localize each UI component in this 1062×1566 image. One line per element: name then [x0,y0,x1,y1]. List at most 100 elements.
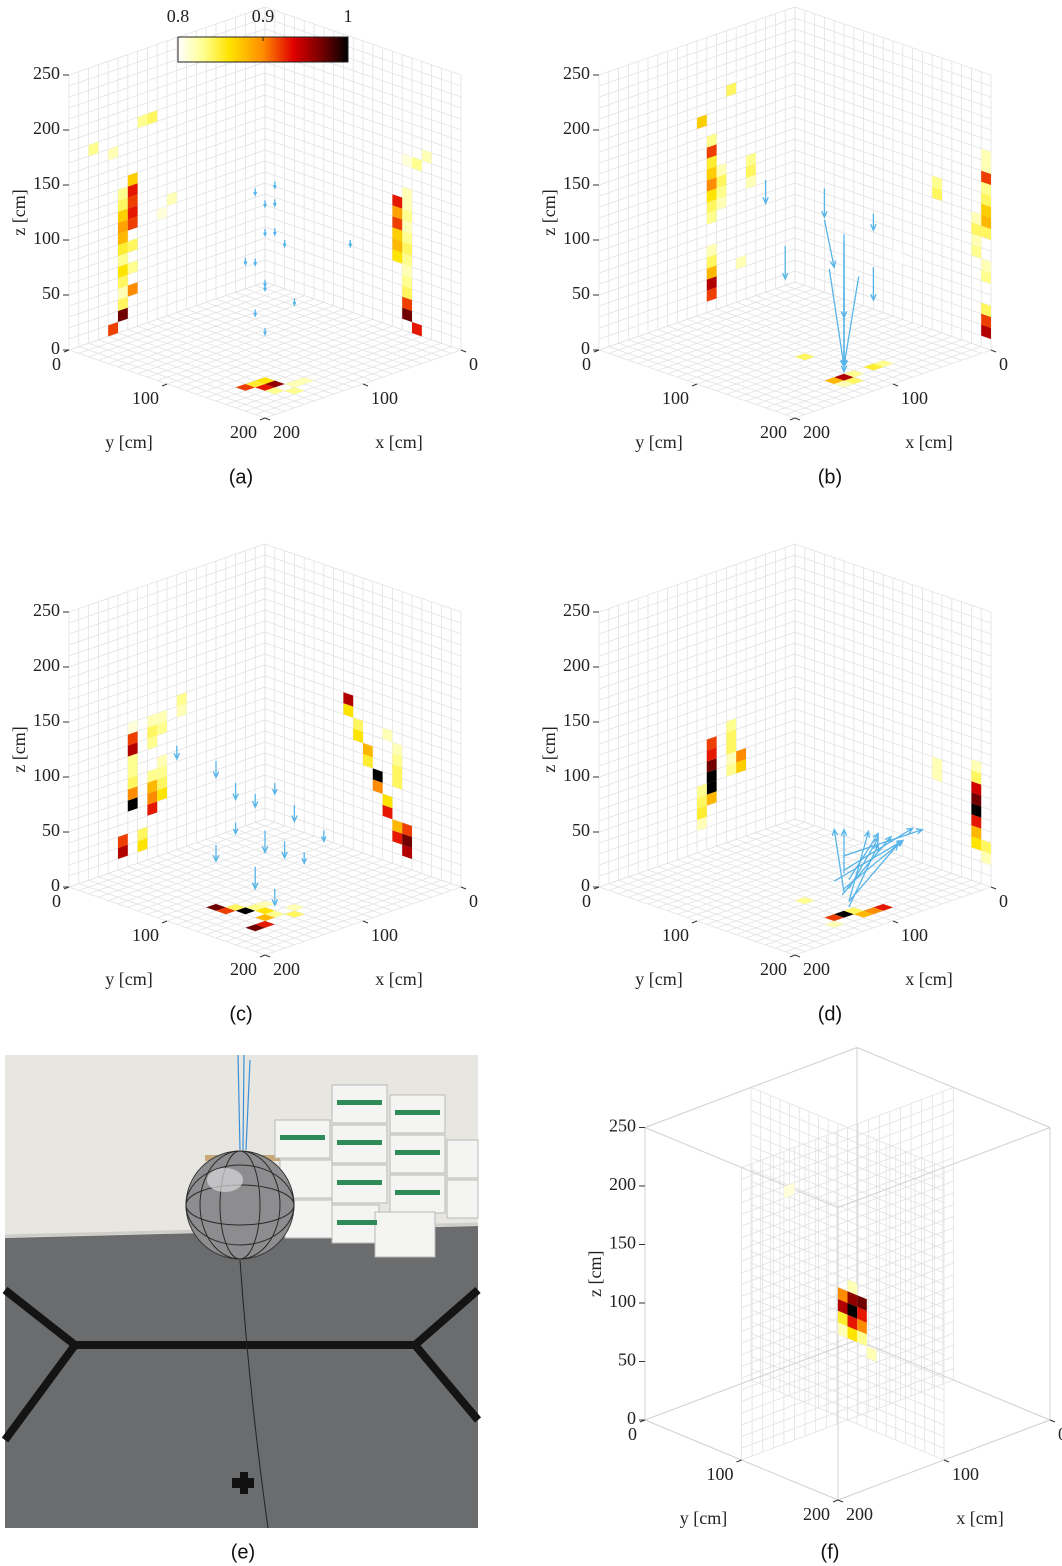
arrow [841,830,846,874]
panel: 05010015020025001002000100200z [cm]y [cm… [9,6,478,488]
x-axis-label: x [cm] [956,1508,1003,1528]
y-tick [692,384,697,386]
y-tick-label: 200 [760,959,787,979]
arrow [213,845,218,862]
y-tick-label: 100 [132,388,159,408]
colorbar-tick-label: 0.9 [252,6,275,26]
y-tick [833,1500,838,1502]
arrow [841,290,846,318]
x-tick-label: 0 [469,354,478,374]
x-tick-label: 200 [803,422,830,442]
z-axis-label: z [cm] [9,726,29,772]
z-tick-label: 50 [572,283,590,303]
y-tick-label: 100 [132,925,159,945]
cell [795,353,815,360]
x-tick-label: 200 [846,1504,873,1524]
z-tick-label: 100 [33,228,60,248]
x-tick [838,1500,843,1502]
mirror-ball [186,1151,294,1259]
x-axis-label: x [cm] [375,432,422,452]
z-tick-label: 100 [563,228,590,248]
x-axis-label: x [cm] [375,969,422,989]
y-tick [260,955,265,957]
x-tick [944,1460,949,1462]
y-tick [162,384,167,386]
arrow [174,746,179,759]
arrow [349,240,352,247]
x-tick [265,955,270,957]
arrow [763,180,768,203]
y-tick-label: 0 [582,891,591,911]
x-tick-label: 200 [273,959,300,979]
x-tick-label: 0 [469,891,478,911]
x-tick [991,887,996,889]
z-tick-label: 150 [33,710,60,730]
z-tick-label: 150 [563,173,590,193]
cell [422,149,432,163]
y-tick [790,955,795,957]
photo: (e) [5,1055,478,1563]
y-tick-label: 200 [760,422,787,442]
arrow [253,794,258,807]
x-tick [893,921,898,923]
x-tick-label: 200 [273,422,300,442]
z-tick-label: 250 [33,63,60,83]
z-tick-label: 100 [563,765,590,785]
z-tick-label: 50 [572,820,590,840]
arrow [244,258,247,265]
z-axis-label: z [cm] [9,189,29,235]
x-tick-label: 100 [952,1464,979,1484]
arrow [254,259,257,266]
cell [285,911,305,918]
x-tick [795,418,800,420]
panel: 05010015020025001002000100200z [cm]y [cm… [539,544,1008,1025]
y-tick-label: 200 [230,959,257,979]
arrow [264,200,267,207]
y-tick-label: 0 [52,891,61,911]
cell [167,192,177,206]
cell [824,921,844,928]
arrow [262,830,267,852]
y-tick [260,418,265,420]
cell [784,1183,795,1199]
x-tick-label: 100 [901,925,928,945]
cell [795,897,815,904]
arrow [273,199,276,206]
cell [89,142,99,156]
caption: (b) [818,466,842,488]
cell [285,387,305,394]
z-axis-label: z [cm] [539,726,559,772]
y-tick [737,1460,742,1462]
x-tick-label: 0 [1058,1424,1062,1444]
y-axis-label: y [cm] [105,969,152,989]
z-tick-label: 100 [609,1291,636,1311]
z-tick-label: 250 [563,63,590,83]
z-tick-label: 50 [42,820,60,840]
z-tick-label: 50 [618,1350,636,1370]
cell [108,146,118,160]
ball-highlight [207,1168,243,1192]
caption: (a) [229,466,253,488]
z-tick-label: 150 [33,173,60,193]
x-tick-label: 0 [999,891,1008,911]
page: (e) 0 50 100 150 200 250 0 100 200 0 100 200 z [cm] y… [0,0,1062,1566]
y-tick [790,418,795,420]
caption: (d) [818,1003,842,1025]
cell [157,206,167,220]
y-axis-label: y [cm] [680,1508,727,1528]
panel: 05010015020025001002000100200z [cm]y [cm… [585,1048,1062,1564]
arrow [283,240,286,247]
arrow [254,188,257,195]
x-tick [795,955,800,957]
arrow [264,229,267,236]
figure: (e) 0 50 100 150 200 250 0 100 200 0 100 200 z [cm] y… [0,0,1062,1566]
x-tick [363,921,368,923]
y-tick-label: 100 [662,925,689,945]
caption: (f) [821,1541,840,1563]
z-tick-label: 100 [33,765,60,785]
cell [736,255,746,269]
y-tick [692,921,697,923]
x-tick [893,384,898,386]
z-tick-label: 200 [563,655,590,675]
